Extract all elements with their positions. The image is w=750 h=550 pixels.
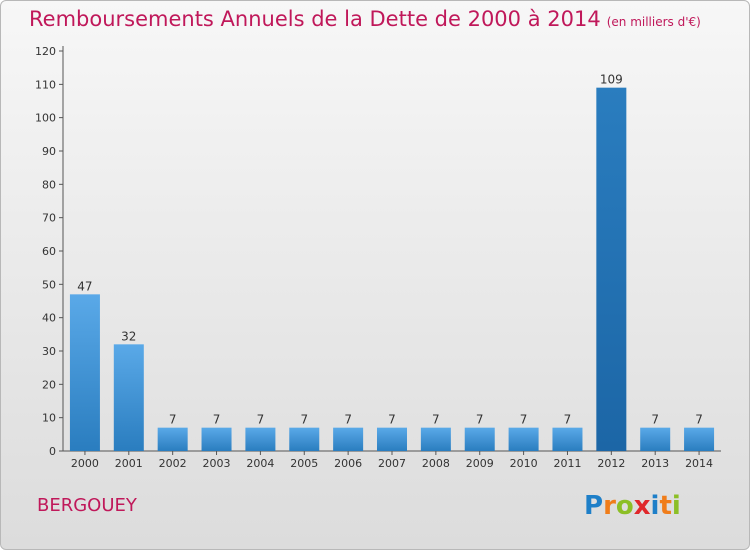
x-tick-label: 2007 [378, 457, 406, 470]
bar-value-label: 7 [651, 413, 659, 427]
x-tick-label: 2004 [246, 457, 274, 470]
bar-value-label: 32 [121, 329, 136, 343]
logo-letter: r [603, 491, 616, 521]
y-tick-label: 80 [42, 178, 56, 191]
bar [552, 427, 583, 451]
bar-value-label: 7 [257, 413, 265, 427]
x-tick-label: 2000 [71, 457, 99, 470]
bar-value-label: 109 [600, 73, 623, 87]
bar-value-label: 7 [432, 413, 440, 427]
logo-letter: t [659, 491, 672, 521]
y-tick-label: 60 [42, 245, 56, 258]
chart-subtitle: (en milliers d'€) [606, 15, 701, 29]
bar-value-label: 7 [344, 413, 352, 427]
y-tick-label: 30 [42, 345, 56, 358]
y-tick-label: 90 [42, 145, 56, 158]
y-tick-label: 50 [42, 278, 56, 291]
y-tick-label: 20 [42, 378, 56, 391]
x-tick-label: 2006 [334, 457, 362, 470]
x-tick-label: 2005 [290, 457, 318, 470]
bar-value-label: 7 [169, 413, 177, 427]
x-tick-label: 2003 [203, 457, 231, 470]
bar [201, 427, 232, 451]
logo-letter: i [671, 491, 681, 521]
logo-letter: i [650, 491, 660, 521]
bar [289, 427, 320, 451]
y-tick-label: 100 [35, 112, 56, 125]
logo-letter: o [615, 491, 634, 521]
bar [333, 427, 364, 451]
x-tick-label: 2002 [159, 457, 187, 470]
y-tick-label: 110 [35, 78, 56, 91]
bar [596, 87, 627, 452]
y-tick-label: 10 [42, 412, 56, 425]
x-tick-label: 2010 [510, 457, 538, 470]
y-tick-label: 70 [42, 212, 56, 225]
bar [69, 294, 100, 451]
x-tick-label: 2009 [466, 457, 494, 470]
bar-value-label: 7 [388, 413, 396, 427]
x-tick-label: 2014 [685, 457, 713, 470]
bar [420, 427, 451, 451]
bar [640, 427, 671, 451]
bar-value-label: 7 [695, 413, 703, 427]
bar [684, 427, 715, 451]
bar-value-label: 7 [520, 413, 528, 427]
x-tick-label: 2001 [115, 457, 143, 470]
bar-value-label: 47 [77, 279, 92, 293]
commune-name: BERGOUEY [37, 495, 137, 516]
bar-value-label: 7 [476, 413, 484, 427]
bar [377, 427, 407, 451]
chart-title: Remboursements Annuels de la Dette de 20… [29, 7, 701, 31]
proxiti-logo: Proxiti [584, 491, 681, 521]
bar-value-label: 7 [213, 413, 221, 427]
bar [157, 427, 188, 451]
logo-letter: x [633, 491, 651, 521]
chart-title-text: Remboursements Annuels de la Dette de 20… [29, 7, 601, 31]
x-tick-label: 2011 [553, 457, 581, 470]
logo-letter: P [584, 491, 604, 521]
y-tick-label: 120 [35, 45, 56, 58]
y-tick-label: 0 [49, 445, 56, 458]
bar-value-label: 7 [564, 413, 572, 427]
bar [464, 427, 495, 451]
x-tick-label: 2013 [641, 457, 669, 470]
bar [245, 427, 276, 451]
x-tick-label: 2012 [597, 457, 625, 470]
bar [113, 344, 144, 451]
bar-value-label: 7 [300, 413, 308, 427]
y-tick-label: 40 [42, 312, 56, 325]
bar [508, 427, 539, 451]
x-tick-label: 2008 [422, 457, 450, 470]
